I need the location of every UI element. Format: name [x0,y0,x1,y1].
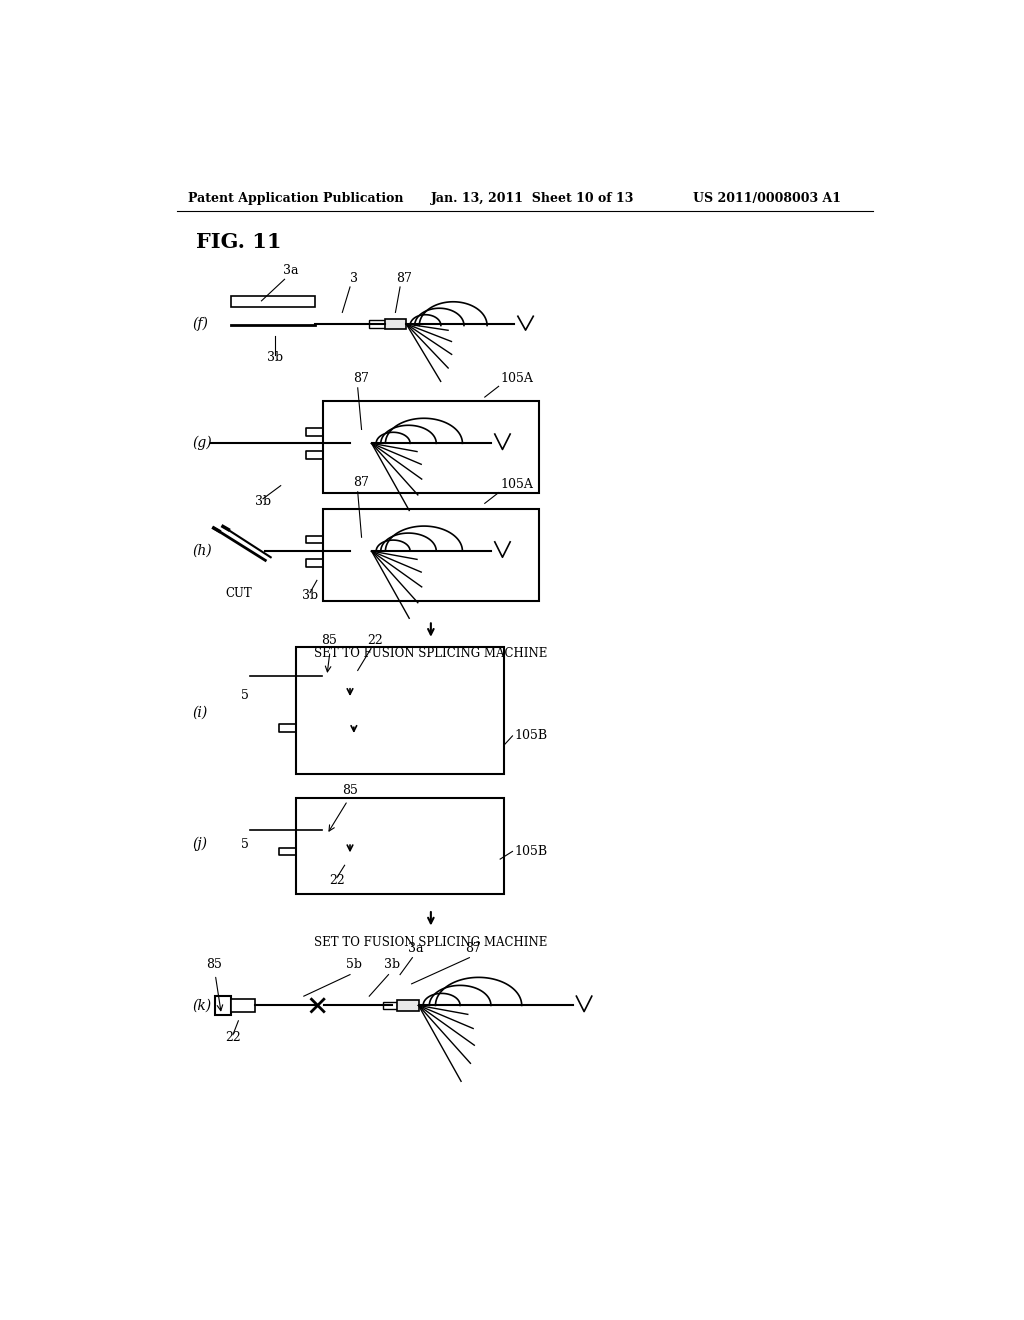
Text: 5: 5 [241,689,249,702]
Text: (h): (h) [193,544,212,558]
Text: (k): (k) [193,998,211,1012]
Text: 22: 22 [329,874,345,887]
Bar [383,1002,397,1010]
Text: 3: 3 [350,272,357,285]
Text: 22: 22 [225,1031,241,1044]
Bar [337,825,367,836]
Bar [296,647,504,775]
Text: 3b: 3b [267,351,284,364]
Text: 5b: 5b [346,958,361,972]
Text: 105B: 105B [514,730,547,742]
Text: CUT: CUT [225,587,252,601]
Bar [350,438,372,449]
Text: 22: 22 [368,634,383,647]
Text: 3b: 3b [255,495,271,508]
Text: 87: 87 [396,272,412,285]
Text: 3a: 3a [408,941,423,954]
Bar [323,401,539,494]
Text: (j): (j) [193,837,207,851]
Text: Patent Application Publication: Patent Application Publication [188,191,403,205]
Bar [370,321,385,327]
Bar [337,669,367,682]
Text: 85: 85 [206,958,221,972]
Text: (f): (f) [193,317,208,331]
Text: (g): (g) [193,436,212,450]
Bar [230,296,315,308]
Text: 87: 87 [465,941,481,954]
Text: SET TO FUSION SPLICING MACHINE: SET TO FUSION SPLICING MACHINE [314,936,548,949]
Text: (i): (i) [193,706,208,719]
Bar [350,545,372,557]
Bar [323,508,539,601]
Bar [322,665,337,681]
Text: US 2011/0008003 A1: US 2011/0008003 A1 [692,191,841,205]
Bar [230,999,255,1011]
Text: 105B: 105B [514,845,547,858]
Text: 85: 85 [322,634,337,647]
Text: Jan. 13, 2011  Sheet 10 of 13: Jan. 13, 2011 Sheet 10 of 13 [431,191,634,205]
Bar [397,1001,419,1011]
Bar [335,548,350,554]
Text: SET TO FUSION SPLICING MACHINE: SET TO FUSION SPLICING MACHINE [314,647,548,660]
Bar [385,318,407,330]
Text: 3b: 3b [302,589,318,602]
Text: 87: 87 [353,372,370,384]
Text: FIG. 11: FIG. 11 [196,231,282,252]
Bar [215,997,230,1015]
Bar [296,797,504,894]
Text: 3a: 3a [283,264,298,277]
Bar [335,440,350,447]
Text: 3b: 3b [384,958,400,972]
Text: 5: 5 [241,838,249,850]
Text: 105A: 105A [500,372,534,384]
Bar [322,821,337,834]
Text: 87: 87 [353,475,370,488]
Text: 85: 85 [342,784,358,797]
Text: 105A: 105A [500,478,534,491]
